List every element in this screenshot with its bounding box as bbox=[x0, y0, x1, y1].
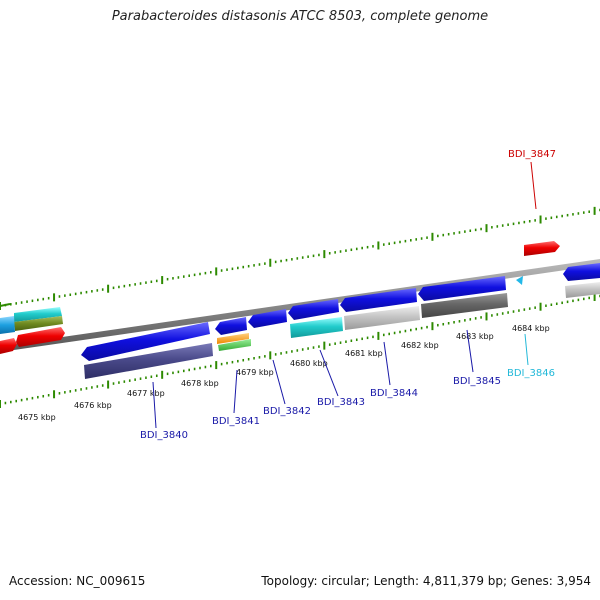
kbp-label: 4678 kbp bbox=[181, 379, 219, 388]
gene-label-bdi-3840[interactable]: BDI_3840 bbox=[140, 430, 188, 441]
kbp-label: 4676 kbp bbox=[74, 401, 112, 410]
gene-arrow-bdi-3845[interactable] bbox=[418, 276, 506, 301]
kbp-label: 4682 kbp bbox=[401, 341, 439, 350]
gene-arrow-bdi-3846[interactable] bbox=[516, 276, 523, 285]
leader-line-bdi-3840 bbox=[152, 381, 157, 429]
forward-features bbox=[516, 241, 600, 285]
cog-bar-lightgray-right[interactable] bbox=[565, 282, 600, 298]
gene-arrow-left-teal[interactable] bbox=[0, 316, 15, 334]
outer-tick-ring bbox=[0, 206, 600, 310]
tick-mark bbox=[0, 303, 11, 307]
gene-arrow-left-red-1[interactable] bbox=[0, 338, 17, 354]
gene-label-bdi-3846[interactable]: BDI_3846 bbox=[507, 368, 555, 379]
gene-label-bdi-3845[interactable]: BDI_3845 bbox=[453, 376, 501, 387]
kbp-label: 4675 kbp bbox=[18, 413, 56, 422]
leader-line-bdi-3846 bbox=[524, 333, 529, 366]
gene-labels: BDI_3840 BDI_3841 BDI_3842 BDI_3843 BDI_… bbox=[140, 149, 556, 441]
cog-bar-darkgray[interactable] bbox=[421, 293, 508, 318]
gene-arrow-bdi-3842[interactable] bbox=[248, 309, 287, 328]
kbp-label: 4680 kbp bbox=[290, 359, 328, 368]
kbp-labels: 4675 kbp 4676 kbp 4677 kbp 4678 kbp 4679… bbox=[18, 324, 550, 422]
gene-arrow-bdi-3847[interactable] bbox=[524, 241, 560, 256]
leader-line-bdi-3841 bbox=[233, 369, 238, 414]
gene-arrow-partial-right[interactable] bbox=[563, 263, 600, 281]
cog-bar-orange[interactable] bbox=[217, 333, 249, 344]
leader-line-bdi-3847 bbox=[530, 161, 537, 210]
gene-arrow-bdi-3840[interactable] bbox=[81, 322, 210, 361]
left-edge-features bbox=[0, 303, 65, 354]
genome-summary-text: Topology: circular; Length: 4,811,379 bp… bbox=[261, 574, 591, 588]
gene-label-bdi-3847[interactable]: BDI_3847 bbox=[508, 149, 556, 160]
cog-bar-cyan[interactable] bbox=[290, 317, 343, 338]
gene-arrow-left-red-2[interactable] bbox=[16, 327, 65, 347]
gene-label-bdi-3844[interactable]: BDI_3844 bbox=[370, 388, 418, 399]
cog-bar-purple[interactable] bbox=[84, 343, 213, 379]
gene-arrow-left-olive[interactable] bbox=[14, 316, 63, 331]
kbp-label: 4681 kbp bbox=[345, 349, 383, 358]
leader-line-bdi-3844 bbox=[383, 341, 391, 386]
leader-lines bbox=[152, 161, 537, 429]
kbp-label: 4684 kbp bbox=[512, 324, 550, 333]
gene-label-bdi-3843[interactable]: BDI_3843 bbox=[317, 397, 365, 408]
gene-arrow-bdi-3844[interactable] bbox=[340, 288, 417, 312]
kbp-label: 4683 kbp bbox=[456, 332, 494, 341]
leader-line-bdi-3845 bbox=[466, 329, 474, 373]
inner-tick-ring bbox=[0, 292, 600, 408]
cog-bar-green[interactable] bbox=[218, 339, 251, 351]
gene-label-bdi-3841[interactable]: BDI_3841 bbox=[212, 416, 260, 427]
leader-line-bdi-3843 bbox=[319, 349, 339, 397]
accession-text: Accession: NC_009615 bbox=[9, 574, 146, 588]
reverse-features bbox=[81, 276, 600, 379]
kbp-label: 4677 kbp bbox=[127, 389, 165, 398]
map-title: Parabacteroides distasonis ATCC 8503, co… bbox=[111, 9, 489, 24]
leader-line-bdi-3842 bbox=[272, 359, 286, 405]
gene-arrow-left-cyan[interactable] bbox=[14, 307, 62, 322]
gene-label-bdi-3842[interactable]: BDI_3842 bbox=[263, 406, 311, 417]
kbp-label: 4679 kbp bbox=[236, 368, 274, 377]
gene-arrow-bdi-3843[interactable] bbox=[288, 299, 339, 320]
gene-arrow-bdi-3841[interactable] bbox=[215, 317, 247, 335]
cog-bar-lightgray[interactable] bbox=[344, 306, 420, 330]
